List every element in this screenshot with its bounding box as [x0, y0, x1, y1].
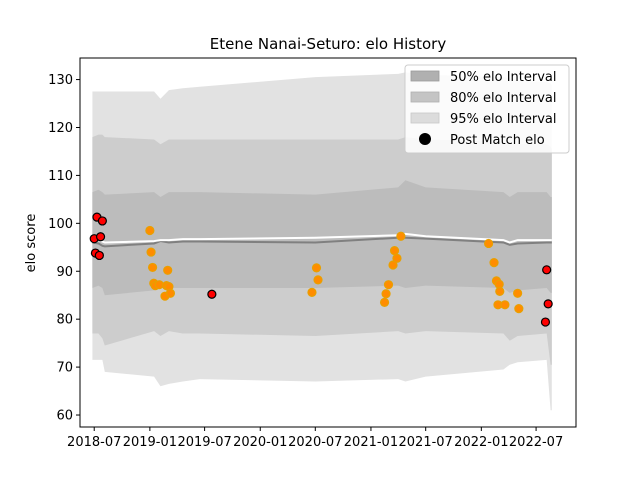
y-tick-label: 90 — [56, 265, 73, 280]
post-match-point — [388, 260, 398, 270]
post-match-point — [163, 265, 173, 275]
post-match-point — [396, 231, 406, 241]
post-match-point — [383, 280, 394, 290]
legend-swatch-80 — [410, 91, 440, 103]
post-match-point — [489, 258, 499, 268]
y-tick-label: 70 — [56, 361, 73, 376]
post-match-point — [311, 263, 322, 273]
trend-lines — [92, 232, 552, 248]
post-match-point — [145, 225, 155, 236]
post-match-point — [207, 289, 217, 299]
legend-label-80: 80% elo Interval — [450, 91, 557, 106]
x-tick-label: 2022-01 — [454, 435, 508, 450]
post-match-point — [307, 287, 317, 297]
plot-frame — [79, 57, 577, 428]
y-tick-label: 120 — [48, 121, 73, 136]
post-match-point — [147, 262, 158, 273]
post-match-point — [542, 265, 552, 275]
post-match-point — [381, 289, 391, 299]
y-axis-label: elo score — [24, 214, 39, 273]
legend-swatch-95 — [410, 112, 440, 124]
x-tick-label: 2019-01 — [123, 435, 177, 450]
post-match-point — [146, 247, 156, 257]
post-match-point — [514, 304, 524, 314]
legend-label-95: 95% elo Interval — [450, 112, 557, 127]
legend-marker-post-match — [419, 133, 431, 145]
post-match-point — [95, 232, 106, 242]
post-match-point — [543, 299, 553, 309]
median-elo-line — [92, 232, 552, 244]
post-match-points — [89, 212, 553, 327]
post-match-point — [500, 300, 510, 310]
x-tick-label: 2021-01 — [344, 435, 398, 450]
legend-label-50: 50% elo Interval — [450, 70, 557, 85]
post-match-point — [379, 297, 390, 308]
y-axis: 60 70 80 90 100 110 120 130 — [48, 73, 80, 424]
post-match-point — [389, 246, 400, 256]
legend-swatch-50 — [410, 70, 440, 82]
chart-title: Etene Nanai-Seturo: elo History — [210, 35, 447, 53]
post-match-point — [540, 317, 551, 327]
y-tick-label: 100 — [48, 217, 73, 232]
post-match-point — [495, 286, 505, 296]
plot-area — [89, 72, 553, 411]
post-match-point — [513, 288, 523, 298]
mean-elo-line — [92, 236, 552, 248]
post-match-point — [97, 216, 107, 226]
post-match-point — [94, 250, 104, 261]
legend-box — [404, 64, 570, 154]
x-tick-label: 2020-07 — [288, 435, 342, 450]
x-tick-label: 2020-01 — [233, 435, 287, 450]
post-match-point — [483, 238, 494, 249]
legend: 50% elo Interval 80% elo Interval 95% el… — [404, 64, 570, 154]
y-tick-label: 110 — [48, 169, 73, 184]
x-tick-label: 2021-07 — [399, 435, 453, 450]
post-match-point — [392, 253, 402, 263]
x-tick-label: 2018-07 — [67, 435, 121, 450]
legend-label-post-match: Post Match elo — [450, 133, 545, 148]
post-match-point — [165, 288, 176, 298]
x-tick-label: 2022-07 — [509, 435, 563, 450]
y-tick-label: 130 — [48, 73, 73, 88]
x-tick-label: 2019-07 — [177, 435, 231, 450]
y-tick-label: 60 — [56, 409, 73, 424]
y-tick-label: 80 — [56, 313, 73, 328]
x-axis: 2018-07 2019-01 2019-07 2020-01 2020-07 2021-… — [67, 427, 563, 450]
post-match-point — [313, 275, 323, 285]
